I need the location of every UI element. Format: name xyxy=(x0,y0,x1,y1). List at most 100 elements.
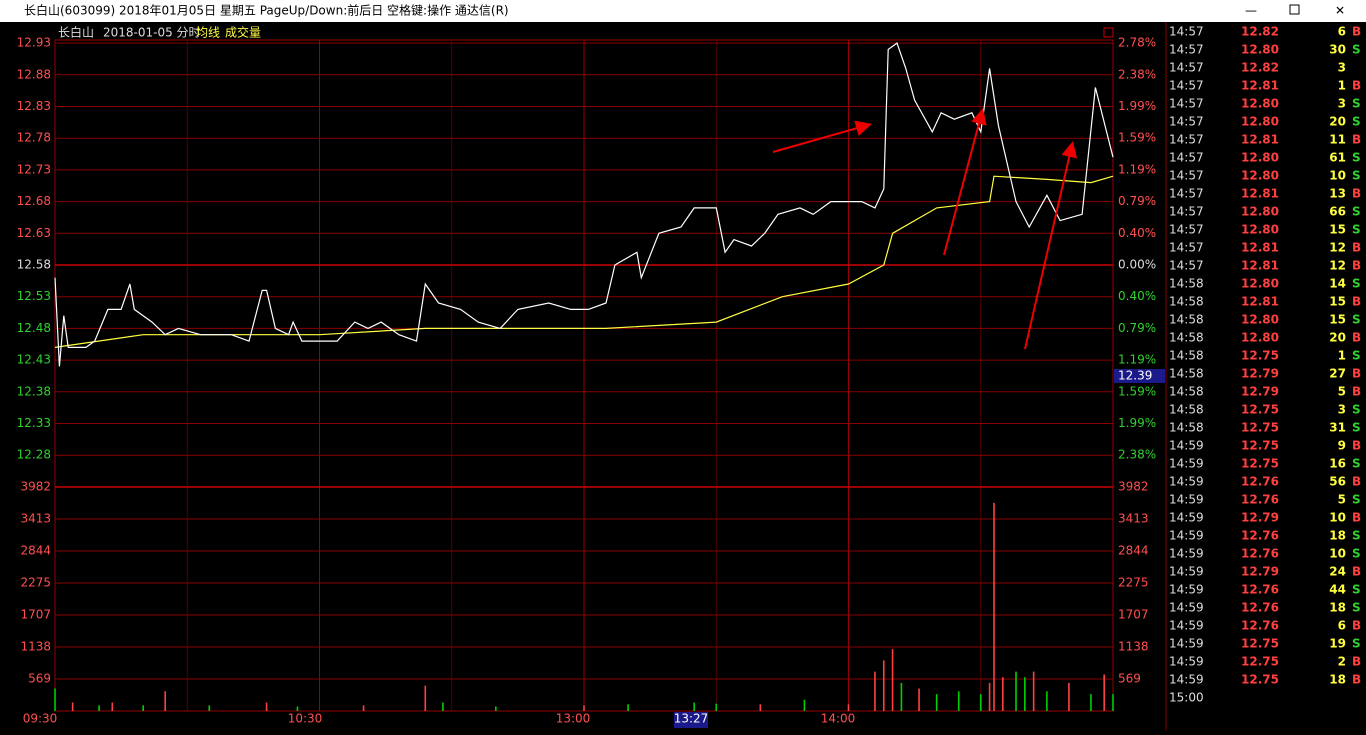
trade-volume: 11 xyxy=(1329,133,1346,147)
trade-volume: 5 xyxy=(1338,493,1346,507)
trade-side: S xyxy=(1352,349,1361,363)
volume-bar xyxy=(71,702,74,711)
volume-tick-label: 1707 xyxy=(20,608,51,622)
current-price-box xyxy=(1114,369,1165,383)
avg-label: 均线 xyxy=(196,26,220,40)
trade-time: 14:57 xyxy=(1169,25,1204,39)
trade-volume: 9 xyxy=(1338,439,1346,453)
trade-volume: 16 xyxy=(1329,457,1346,471)
trade-price: 12.81 xyxy=(1241,133,1279,147)
trade-side: S xyxy=(1352,277,1361,291)
trade-time: 14:58 xyxy=(1169,277,1204,291)
percent-label: 1.19% xyxy=(1118,353,1156,367)
volume-bar xyxy=(803,699,806,711)
trade-price: 12.81 xyxy=(1241,241,1279,255)
maximize[interactable] xyxy=(1289,4,1300,15)
trade-price: 12.75 xyxy=(1241,349,1279,363)
trade-price: 12.76 xyxy=(1241,601,1279,615)
trade-volume: 5 xyxy=(1338,385,1346,399)
percent-label: 2.38% xyxy=(1118,448,1156,462)
volume-bar xyxy=(693,702,696,711)
volume-bar xyxy=(296,706,299,711)
price-tick-label: 12.28 xyxy=(17,448,51,462)
trade-time: 14:59 xyxy=(1169,637,1204,651)
volume-bar xyxy=(208,705,211,711)
price-tick-label: 12.78 xyxy=(17,131,51,145)
trade-volume: 6 xyxy=(1338,619,1346,633)
volume-bar xyxy=(715,703,718,711)
trade-price: 12.75 xyxy=(1241,637,1279,651)
trade-time: 14:57 xyxy=(1169,151,1204,165)
trade-volume: 19 xyxy=(1329,637,1346,651)
trade-side: B xyxy=(1352,367,1361,381)
trade-volume: 1 xyxy=(1338,349,1346,363)
percent-label: 0.79% xyxy=(1118,194,1156,208)
price-line xyxy=(54,42,1114,367)
time-label: 10:30 xyxy=(288,712,323,726)
trade-time: 14:57 xyxy=(1169,79,1204,93)
trade-side: B xyxy=(1352,241,1361,255)
volume-tick-label-right: 1138 xyxy=(1118,640,1149,654)
trade-price: 12.76 xyxy=(1241,529,1279,543)
trade-price: 12.80 xyxy=(1241,115,1279,129)
trade-time: 14:57 xyxy=(1169,205,1204,219)
trade-time: 14:59 xyxy=(1169,457,1204,471)
trade-time: 14:59 xyxy=(1169,619,1204,633)
trade-time: 14:58 xyxy=(1169,295,1204,309)
trade-price: 12.79 xyxy=(1241,385,1279,399)
trade-time: 14:57 xyxy=(1169,169,1204,183)
trade-time: 14:58 xyxy=(1169,367,1204,381)
percent-label: 1.59% xyxy=(1118,384,1156,398)
volume-bar xyxy=(1032,671,1035,711)
volume-bar xyxy=(759,704,762,711)
trade-price: 12.75 xyxy=(1241,673,1279,687)
trade-time: 14:59 xyxy=(1169,475,1204,489)
volume-bar xyxy=(495,706,497,711)
volume-bar xyxy=(1103,674,1105,711)
volume-bar xyxy=(882,660,885,711)
trade-volume: 2 xyxy=(1338,655,1346,669)
trade-price: 12.81 xyxy=(1241,295,1279,309)
price-tick-label: 12.33 xyxy=(17,416,51,430)
trade-price: 12.81 xyxy=(1241,79,1279,93)
annotation-arrow xyxy=(943,108,987,256)
trade-time: 14:59 xyxy=(1169,547,1204,561)
trade-price: 12.76 xyxy=(1241,619,1279,633)
price-tick-label: 12.38 xyxy=(17,384,51,398)
volume-bar xyxy=(993,502,995,711)
volume-bar xyxy=(1112,694,1114,711)
annotation-arrow xyxy=(772,120,872,153)
trade-side: B xyxy=(1352,331,1361,345)
volume-bar xyxy=(1015,671,1017,711)
trade-side: B xyxy=(1352,133,1361,147)
trade-side: S xyxy=(1352,493,1361,507)
percent-label: 1.19% xyxy=(1118,162,1156,176)
trade-price: 12.79 xyxy=(1241,511,1279,525)
volume-bar xyxy=(583,705,585,711)
volume-tick-label-right: 2844 xyxy=(1118,544,1149,558)
trade-volume: 10 xyxy=(1329,547,1346,561)
trade-time: 14:59 xyxy=(1169,511,1204,525)
trade-side: S xyxy=(1352,169,1361,183)
minimize[interactable]: — xyxy=(1245,4,1257,18)
volume-tick-label-right: 3982 xyxy=(1118,480,1149,494)
trade-time: 14:57 xyxy=(1169,241,1204,255)
volume-bar xyxy=(54,688,56,711)
volume-tick-label: 3982 xyxy=(20,480,51,494)
trade-volume: 3 xyxy=(1338,61,1346,75)
close[interactable]: ✕ xyxy=(1335,4,1345,18)
trade-side: B xyxy=(1352,295,1361,309)
trade-time: 14:58 xyxy=(1169,403,1204,417)
trade-price: 12.75 xyxy=(1241,403,1279,417)
trade-volume: 3 xyxy=(1338,97,1346,111)
trade-time: 14:59 xyxy=(1169,601,1204,615)
time-label: 14:00 xyxy=(821,712,856,726)
price-tick-label: 12.73 xyxy=(17,162,51,176)
panel-button[interactable] xyxy=(1103,27,1114,38)
percent-label: 2.38% xyxy=(1118,67,1156,81)
trade-time: 14:57 xyxy=(1169,187,1204,201)
trade-side: B xyxy=(1352,385,1361,399)
trade-side: B xyxy=(1352,439,1361,453)
trade-side: B xyxy=(1352,655,1361,669)
